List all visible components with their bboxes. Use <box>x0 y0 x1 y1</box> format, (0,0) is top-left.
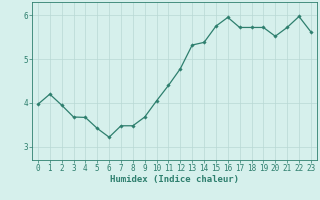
X-axis label: Humidex (Indice chaleur): Humidex (Indice chaleur) <box>110 175 239 184</box>
